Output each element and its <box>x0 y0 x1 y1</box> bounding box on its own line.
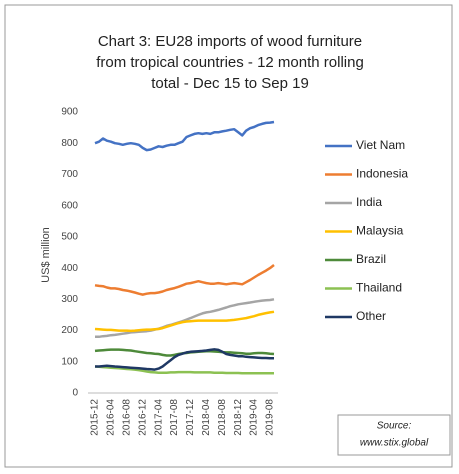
x-tick-label: 2015-12 <box>90 399 101 436</box>
chart-title: total - Dec 15 to Sep 19 <box>151 75 309 92</box>
chart-title: Chart 3: EU28 imports of wood furniture <box>98 33 362 50</box>
y-tick-label: 300 <box>61 294 78 305</box>
x-tick-label: 2017-08 <box>169 399 180 436</box>
legend-label: Thailand <box>356 281 402 295</box>
x-tick-label: 2017-04 <box>153 399 164 436</box>
y-axis-label: US$ million <box>40 227 52 283</box>
legend-label: India <box>356 195 382 209</box>
series-line <box>95 298 275 339</box>
x-tick-label: 2016-04 <box>106 399 117 436</box>
chart-frame <box>4 4 453 468</box>
legend-label: Viet Nam <box>356 138 405 152</box>
x-tick-label: 2018-04 <box>201 399 212 436</box>
series-line <box>94 120 275 152</box>
y-tick-label: 100 <box>61 356 78 367</box>
y-tick-label: 0 <box>72 388 78 399</box>
x-tick-label: 2018-08 <box>217 399 228 436</box>
legend-label: Malaysia <box>356 224 404 238</box>
x-tick-label: 2017-12 <box>185 399 196 436</box>
x-tick-label: 2018-12 <box>233 399 244 436</box>
y-tick-label: 400 <box>61 263 78 274</box>
legend-label: Other <box>356 309 386 323</box>
source-box <box>337 414 451 456</box>
chart-title: from tropical countries - 12 month rolli… <box>96 54 364 71</box>
series-line <box>95 348 274 371</box>
series-line <box>94 365 274 375</box>
y-tick-label: 700 <box>61 169 78 180</box>
y-tick-label: 600 <box>61 200 78 211</box>
y-tick-label: 900 <box>61 107 78 118</box>
x-tick-label: 2019-08 <box>265 399 276 436</box>
legend-label: Indonesia <box>356 167 408 181</box>
series-line <box>94 264 275 296</box>
legend-label: Brazil <box>356 252 386 266</box>
y-tick-label: 800 <box>61 138 78 149</box>
source-text: www.stix.global <box>360 438 429 449</box>
source-text: Source: <box>377 421 412 432</box>
x-tick-label: 2016-12 <box>137 399 148 436</box>
y-tick-label: 200 <box>61 325 78 336</box>
x-tick-label: 2019-04 <box>249 399 260 436</box>
x-tick-label: 2016-08 <box>121 399 132 436</box>
y-tick-label: 500 <box>61 232 78 243</box>
series-line <box>94 310 275 333</box>
